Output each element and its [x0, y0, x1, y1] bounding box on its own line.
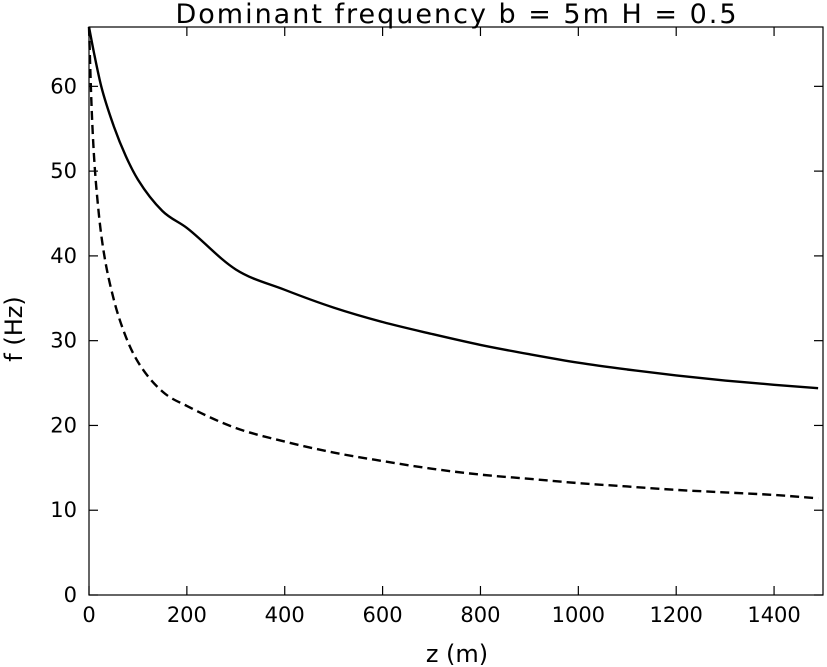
- chart-title: Dominant frequency b = 5m H = 0.5: [175, 0, 738, 30]
- x-tick-label: 400: [265, 603, 305, 627]
- dashed-series-line: [87, 26, 819, 500]
- x-tick-label: 0: [82, 603, 95, 627]
- plot-frame: [88, 26, 824, 596]
- solid-series-line: [87, 26, 819, 390]
- plot-border: [88, 26, 824, 596]
- series-layer: [87, 26, 819, 500]
- y-tick-label: 60: [50, 74, 77, 98]
- x-tick-label: 600: [363, 603, 403, 627]
- x-tick-label: 200: [167, 603, 207, 627]
- x-tick-label: 1000: [552, 603, 605, 627]
- y-axis-label: f (Hz): [0, 296, 28, 361]
- y-tick-label: 0: [64, 583, 77, 607]
- y-tick-label: 40: [50, 244, 77, 268]
- y-tick-label: 50: [50, 159, 77, 183]
- y-tick-label: 30: [50, 329, 77, 353]
- x-axis-label: z (m): [426, 640, 488, 667]
- x-tick-label: 800: [460, 603, 500, 627]
- y-tick-label: 20: [50, 413, 77, 437]
- x-tick-label: 1400: [747, 603, 800, 627]
- x-axis: 0 200 400 600 800 1000 1200 1400: [82, 27, 801, 627]
- y-axis: 0 10 20 30 40 50 60: [50, 74, 823, 607]
- y-tick-label: 10: [50, 498, 77, 522]
- x-tick-label: 1200: [649, 603, 702, 627]
